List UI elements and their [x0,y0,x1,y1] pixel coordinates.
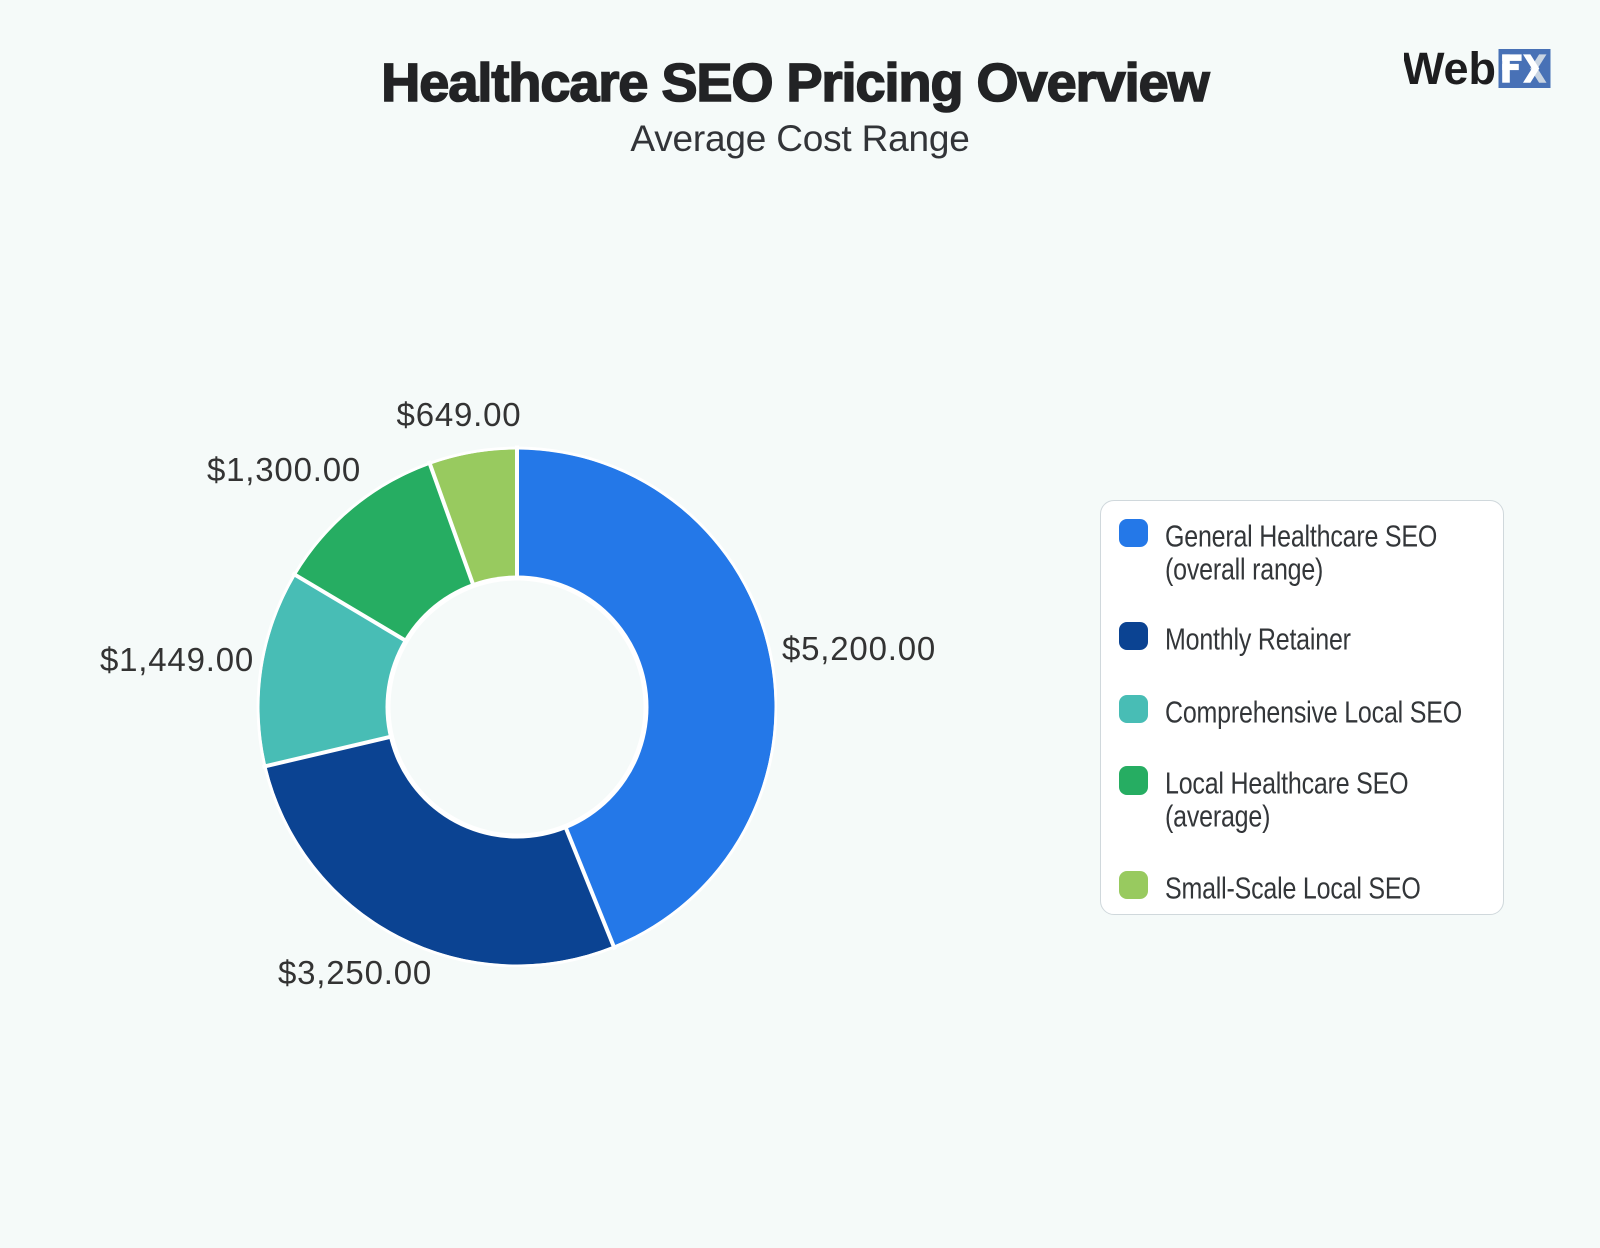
svg-text:Web: Web [1404,44,1496,94]
